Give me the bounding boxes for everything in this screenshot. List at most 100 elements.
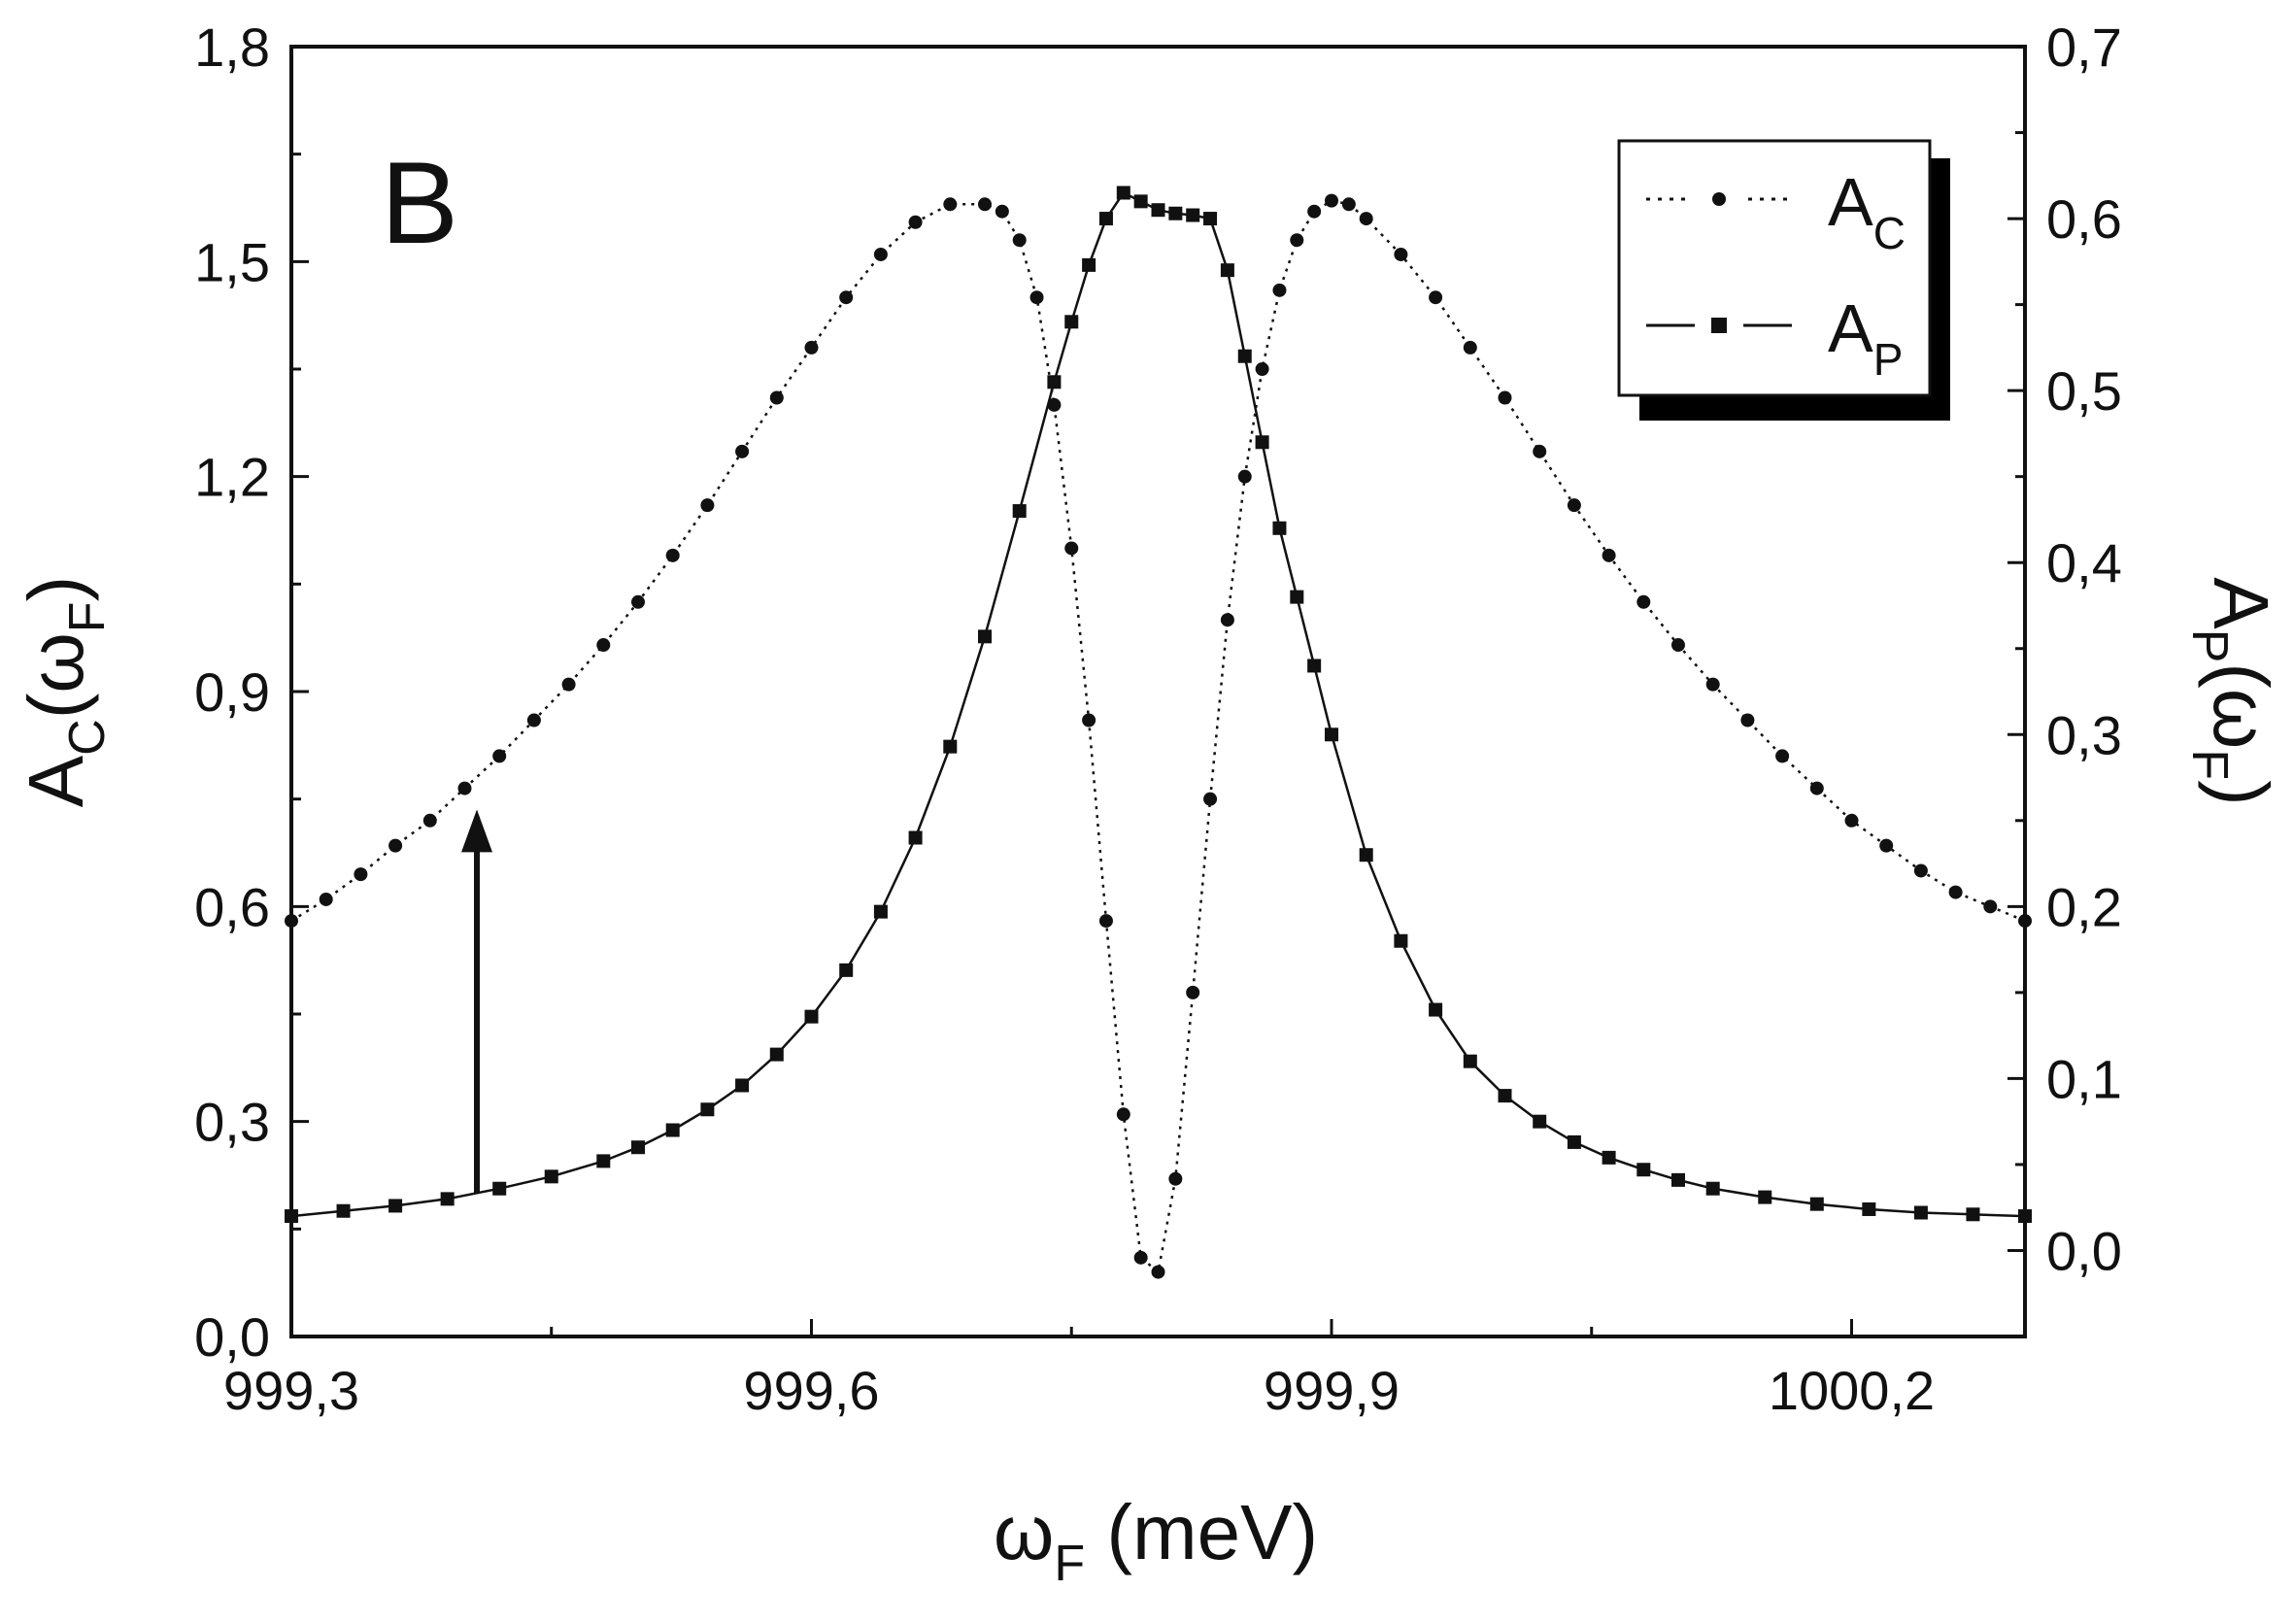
legend-marker-ac bbox=[1712, 192, 1726, 206]
data-point-a-c bbox=[1359, 212, 1373, 226]
data-point-a-p bbox=[1098, 212, 1113, 226]
data-point-a-c bbox=[1255, 362, 1269, 376]
data-point-a-c bbox=[995, 204, 1009, 219]
y-axis-left-title: AC(ωF) bbox=[13, 576, 116, 807]
data-series bbox=[285, 186, 2032, 1279]
data-point-a-p bbox=[1913, 1205, 1928, 1220]
data-point-a-c bbox=[1082, 713, 1096, 727]
data-point-a-p bbox=[596, 1154, 611, 1168]
data-point-a-p bbox=[1237, 349, 1252, 363]
data-point-a-c bbox=[1116, 1107, 1130, 1122]
data-point-a-c bbox=[631, 594, 645, 609]
data-point-a-p bbox=[700, 1102, 715, 1117]
legend-entry-ap: AP bbox=[1646, 290, 1903, 385]
y-left-tick-label: 0,9 bbox=[194, 661, 270, 723]
data-point-a-c bbox=[735, 444, 750, 458]
data-point-a-c bbox=[596, 638, 611, 653]
data-point-a-c bbox=[1064, 541, 1079, 556]
data-point-a-p bbox=[1809, 1197, 1824, 1211]
data-point-a-p bbox=[1636, 1163, 1651, 1177]
data-point-a-c bbox=[2018, 914, 2032, 929]
y-left-tick-label: 0,6 bbox=[194, 876, 270, 937]
data-point-a-p bbox=[665, 1123, 680, 1137]
data-point-a-p bbox=[1203, 212, 1218, 226]
data-point-a-p bbox=[285, 1209, 298, 1224]
data-point-a-c bbox=[1133, 1250, 1148, 1265]
data-point-a-p bbox=[1758, 1190, 1772, 1204]
data-point-a-p bbox=[1359, 848, 1373, 863]
data-point-a-c bbox=[943, 197, 958, 212]
series-line-a-c bbox=[290, 199, 2026, 1274]
legend-label-ac: AC bbox=[1828, 164, 1906, 258]
data-point-a-c bbox=[1098, 914, 1113, 929]
data-point-a-c bbox=[1602, 548, 1616, 562]
x-tick-label: 999,6 bbox=[743, 1360, 879, 1421]
data-point-a-c bbox=[1186, 985, 1200, 999]
data-point-a-p bbox=[1168, 206, 1183, 220]
data-point-a-c bbox=[769, 390, 784, 405]
y-right-tick-label: 0,0 bbox=[2046, 1220, 2122, 1281]
y-left-tick-label: 1,5 bbox=[194, 231, 270, 292]
data-point-a-c bbox=[1775, 749, 1790, 763]
data-point-a-c bbox=[978, 197, 992, 212]
data-point-a-c bbox=[1740, 713, 1755, 727]
data-point-a-p bbox=[978, 629, 992, 644]
y-axis-right-title: AP(ωF) bbox=[2181, 577, 2284, 806]
y-right-tick-label: 0,6 bbox=[2046, 188, 2122, 250]
x-tick-label: 1000,2 bbox=[1769, 1360, 1935, 1421]
data-point-a-c bbox=[1948, 885, 1963, 899]
data-point-a-p bbox=[1966, 1207, 1980, 1222]
data-point-a-c bbox=[1290, 233, 1304, 248]
legend: AC AP bbox=[1617, 139, 1950, 421]
data-point-a-p bbox=[1272, 521, 1287, 535]
data-point-a-c bbox=[1272, 283, 1287, 297]
data-point-a-c bbox=[1879, 838, 1894, 853]
y-right-tick-label: 0,5 bbox=[2046, 360, 2122, 422]
data-point-a-c bbox=[457, 781, 472, 795]
data-point-a-c bbox=[561, 677, 576, 692]
data-point-a-c bbox=[285, 914, 298, 929]
data-point-a-p bbox=[1151, 203, 1165, 218]
data-point-a-c bbox=[1220, 613, 1234, 627]
tick-labels: 999,3 999,6 999,9 1000,2 0,0 0,3 0,6 0,9 1,2 1,5 1… bbox=[194, 17, 2122, 1421]
data-point-a-c bbox=[422, 813, 437, 828]
data-point-a-c bbox=[1498, 390, 1512, 405]
data-point-a-c bbox=[1168, 1171, 1183, 1186]
data-point-a-p bbox=[1012, 504, 1027, 519]
data-point-a-c bbox=[1203, 792, 1218, 806]
data-point-a-p bbox=[1325, 727, 1338, 742]
y-left-tick-label: 1,2 bbox=[194, 447, 270, 508]
data-point-a-p bbox=[1220, 263, 1234, 278]
data-point-a-c bbox=[1029, 290, 1044, 305]
data-point-a-c bbox=[1325, 193, 1338, 208]
y-right-tick-label: 0,2 bbox=[2046, 876, 2122, 937]
data-point-a-p bbox=[1567, 1134, 1581, 1149]
data-point-a-p bbox=[440, 1192, 455, 1206]
data-point-a-c bbox=[1533, 444, 1547, 458]
data-point-a-c bbox=[526, 713, 541, 727]
data-point-a-p bbox=[1082, 257, 1096, 272]
data-point-a-p bbox=[1705, 1181, 1720, 1196]
panel-label: B bbox=[381, 138, 458, 268]
data-point-a-c bbox=[804, 340, 819, 355]
data-point-a-p bbox=[1498, 1089, 1512, 1103]
data-point-a-p bbox=[1116, 186, 1130, 200]
data-point-a-c bbox=[1705, 677, 1720, 692]
y-left-tick-label: 1,8 bbox=[194, 17, 270, 78]
data-point-a-c bbox=[1151, 1265, 1165, 1279]
data-point-a-c bbox=[1237, 469, 1252, 484]
data-point-a-c bbox=[665, 548, 680, 562]
legend-entry-ac: AC bbox=[1646, 164, 1906, 258]
data-point-a-p bbox=[1186, 208, 1200, 222]
data-point-a-c bbox=[1394, 247, 1408, 261]
arrow-head bbox=[460, 809, 492, 853]
data-point-a-p bbox=[1602, 1150, 1616, 1165]
y-right-tick-label: 0,7 bbox=[2046, 17, 2122, 78]
data-point-a-c bbox=[873, 247, 888, 261]
data-point-a-c bbox=[1913, 863, 1928, 878]
x-tick-label: 999,3 bbox=[223, 1360, 359, 1421]
y-right-tick-label: 0,3 bbox=[2046, 704, 2122, 765]
data-point-a-p bbox=[1862, 1201, 1876, 1216]
data-point-a-p bbox=[1047, 375, 1062, 389]
